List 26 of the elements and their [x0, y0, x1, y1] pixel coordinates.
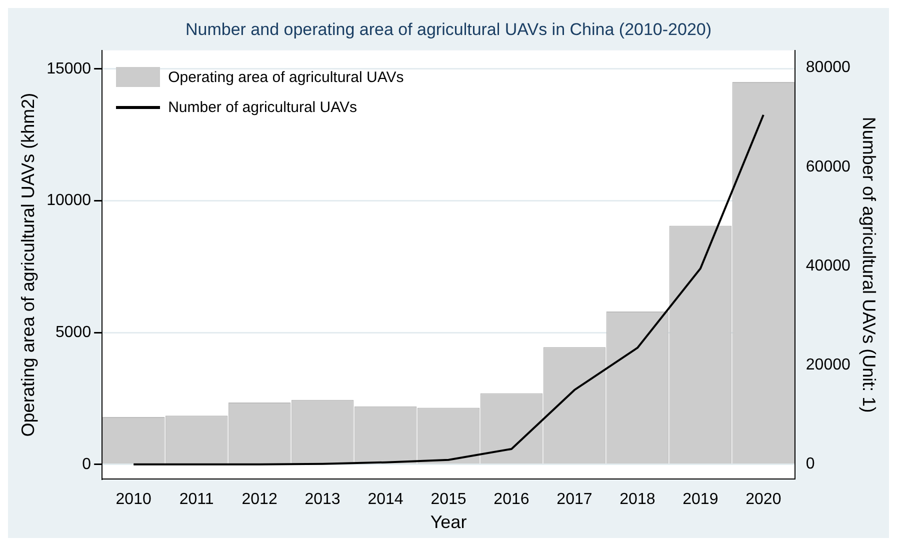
legend-label: Operating area of agricultural UAVs — [168, 68, 404, 86]
legend-label: Number of agricultural UAVs — [168, 98, 358, 116]
y-tick-label: 10000 — [46, 192, 92, 210]
y-tick-label: 0 — [82, 456, 92, 473]
x-tick-label: 2015 — [430, 491, 466, 508]
x-tick-label: 2018 — [620, 491, 656, 508]
y2-tick-label: 20000 — [806, 356, 850, 374]
y2-axis-title: Number of agricultural UAVs (Unit: 1) — [859, 116, 880, 413]
y2-tick-label: 40000 — [806, 257, 850, 274]
x-tick-label: 2016 — [494, 491, 530, 508]
y2-tick-label: 80000 — [806, 59, 850, 76]
x-tick-label: 2011 — [179, 491, 214, 508]
y-tick-label: 15000 — [46, 60, 92, 78]
x-tick-label: 2020 — [746, 491, 782, 508]
x-tick-label: 2017 — [556, 491, 592, 508]
y-axis-title: Operating area of agricultural UAVs (khm2) — [18, 92, 38, 437]
x-tick-label: 2014 — [368, 491, 404, 508]
x-tick-label: 2019 — [682, 491, 718, 508]
x-axis-title: Year — [430, 512, 467, 532]
y2-tick-label: 60000 — [806, 158, 850, 176]
chart-title: Number and operating area of agricultural UAVs in China (2010-2020) — [185, 20, 712, 39]
y2-tick-label: 0 — [806, 456, 815, 473]
x-tick-label: 2012 — [242, 491, 278, 508]
y-tick-label: 5000 — [56, 324, 92, 341]
x-tick-label: 2010 — [116, 491, 152, 508]
x-tick-label: 2013 — [304, 491, 340, 508]
